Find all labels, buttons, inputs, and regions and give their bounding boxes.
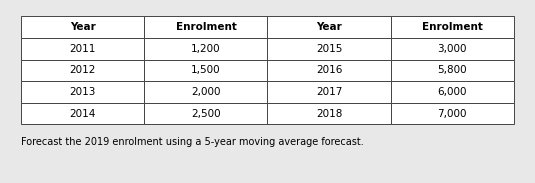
Text: 1,500: 1,500 <box>191 66 221 75</box>
Bar <box>21 38 144 60</box>
Text: Enrolment: Enrolment <box>422 22 483 32</box>
Text: 3,000: 3,000 <box>437 44 467 54</box>
Bar <box>144 38 268 60</box>
Bar <box>21 16 144 38</box>
Text: 2017: 2017 <box>316 87 342 97</box>
Bar <box>391 16 514 38</box>
Bar <box>144 16 268 38</box>
Bar <box>391 38 514 60</box>
Bar <box>391 103 514 124</box>
Bar <box>391 81 514 103</box>
Text: 2012: 2012 <box>70 66 96 75</box>
Bar <box>268 38 391 60</box>
Text: 2,000: 2,000 <box>191 87 221 97</box>
Text: 7,000: 7,000 <box>437 109 467 119</box>
Text: 2,500: 2,500 <box>191 109 221 119</box>
Bar <box>391 60 514 81</box>
Bar <box>21 60 144 81</box>
Text: Year: Year <box>316 22 342 32</box>
Text: 2016: 2016 <box>316 66 342 75</box>
Text: 2011: 2011 <box>70 44 96 54</box>
Bar <box>268 81 391 103</box>
Text: 1,200: 1,200 <box>191 44 221 54</box>
Bar <box>21 81 144 103</box>
Text: 5,800: 5,800 <box>437 66 467 75</box>
Text: 2018: 2018 <box>316 109 342 119</box>
Text: 6,000: 6,000 <box>437 87 467 97</box>
Bar <box>144 103 268 124</box>
Text: 2014: 2014 <box>70 109 96 119</box>
Bar <box>21 103 144 124</box>
Text: Enrolment: Enrolment <box>175 22 236 32</box>
Text: Forecast the 2019 enrolment using a 5-year moving average forecast.: Forecast the 2019 enrolment using a 5-ye… <box>21 137 364 147</box>
Bar <box>268 16 391 38</box>
Text: Year: Year <box>70 22 96 32</box>
Bar <box>144 60 268 81</box>
Bar <box>268 103 391 124</box>
Text: 2013: 2013 <box>70 87 96 97</box>
Bar <box>268 60 391 81</box>
Text: 2015: 2015 <box>316 44 342 54</box>
Bar <box>144 81 268 103</box>
